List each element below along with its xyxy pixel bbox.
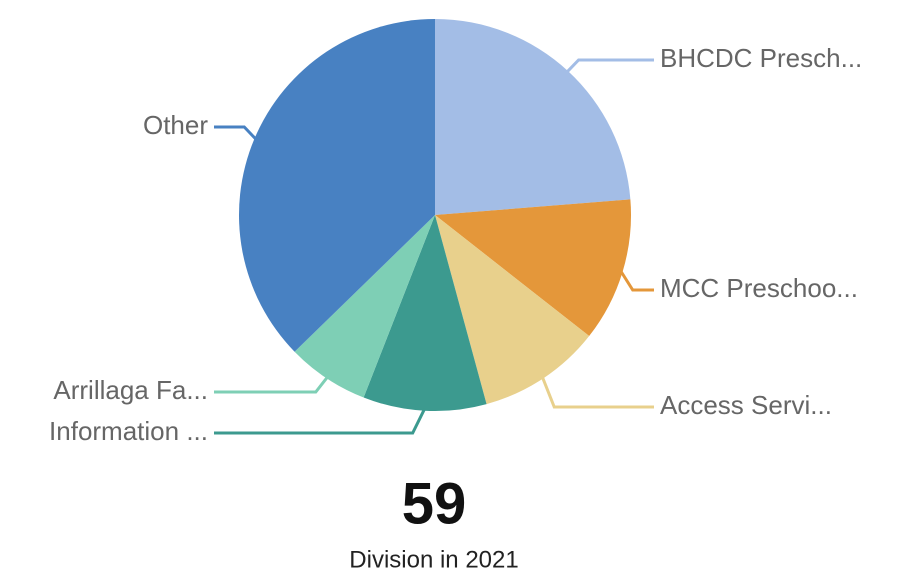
leader-line bbox=[565, 58, 654, 74]
leader-line bbox=[214, 375, 329, 394]
leader-line bbox=[540, 376, 654, 409]
kpi-label: Division in 2021 bbox=[349, 546, 518, 573]
slice-label: Other bbox=[143, 110, 208, 140]
pie-slice bbox=[294, 215, 435, 398]
leader-line bbox=[214, 125, 258, 141]
slice-label: Arrillaga Fa... bbox=[53, 375, 208, 405]
slice-label: BHCDC Presch... bbox=[660, 43, 862, 73]
pie-slice bbox=[363, 215, 487, 411]
pie-slice bbox=[435, 199, 632, 337]
pie-slice bbox=[239, 19, 435, 352]
slice-label: MCC Preschoo... bbox=[660, 273, 858, 303]
slice-label: Information ... bbox=[49, 416, 208, 446]
leader-line bbox=[619, 270, 654, 292]
pie-slice bbox=[435, 19, 631, 215]
pie-slice bbox=[435, 215, 590, 405]
slice-label: Access Servi... bbox=[660, 390, 832, 420]
leader-line bbox=[214, 408, 427, 435]
kpi-value: 59 bbox=[402, 471, 467, 536]
